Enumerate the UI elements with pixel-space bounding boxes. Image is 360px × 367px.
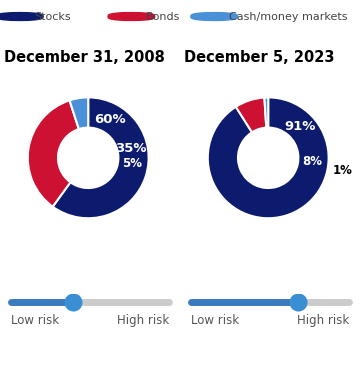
Wedge shape xyxy=(69,97,88,129)
Text: High risk: High risk xyxy=(117,313,170,327)
Text: Stocks: Stocks xyxy=(34,11,71,22)
Wedge shape xyxy=(208,97,329,218)
Text: December 31, 2008: December 31, 2008 xyxy=(4,50,165,65)
Text: Low risk: Low risk xyxy=(10,313,59,327)
Wedge shape xyxy=(53,97,149,218)
Text: 91%: 91% xyxy=(284,120,315,133)
Text: High risk: High risk xyxy=(297,313,350,327)
Wedge shape xyxy=(28,100,79,207)
Text: Bonds: Bonds xyxy=(146,11,180,22)
Text: December 5, 2023: December 5, 2023 xyxy=(184,50,334,65)
Text: Cash/money markets: Cash/money markets xyxy=(229,11,347,22)
Wedge shape xyxy=(236,98,266,132)
Text: 35%: 35% xyxy=(116,142,147,155)
Text: 8%: 8% xyxy=(302,155,322,168)
Text: 1%: 1% xyxy=(333,164,353,177)
Text: 60%: 60% xyxy=(94,113,126,126)
Text: 5%: 5% xyxy=(122,157,142,170)
Wedge shape xyxy=(264,97,268,128)
Text: Low risk: Low risk xyxy=(190,313,239,327)
